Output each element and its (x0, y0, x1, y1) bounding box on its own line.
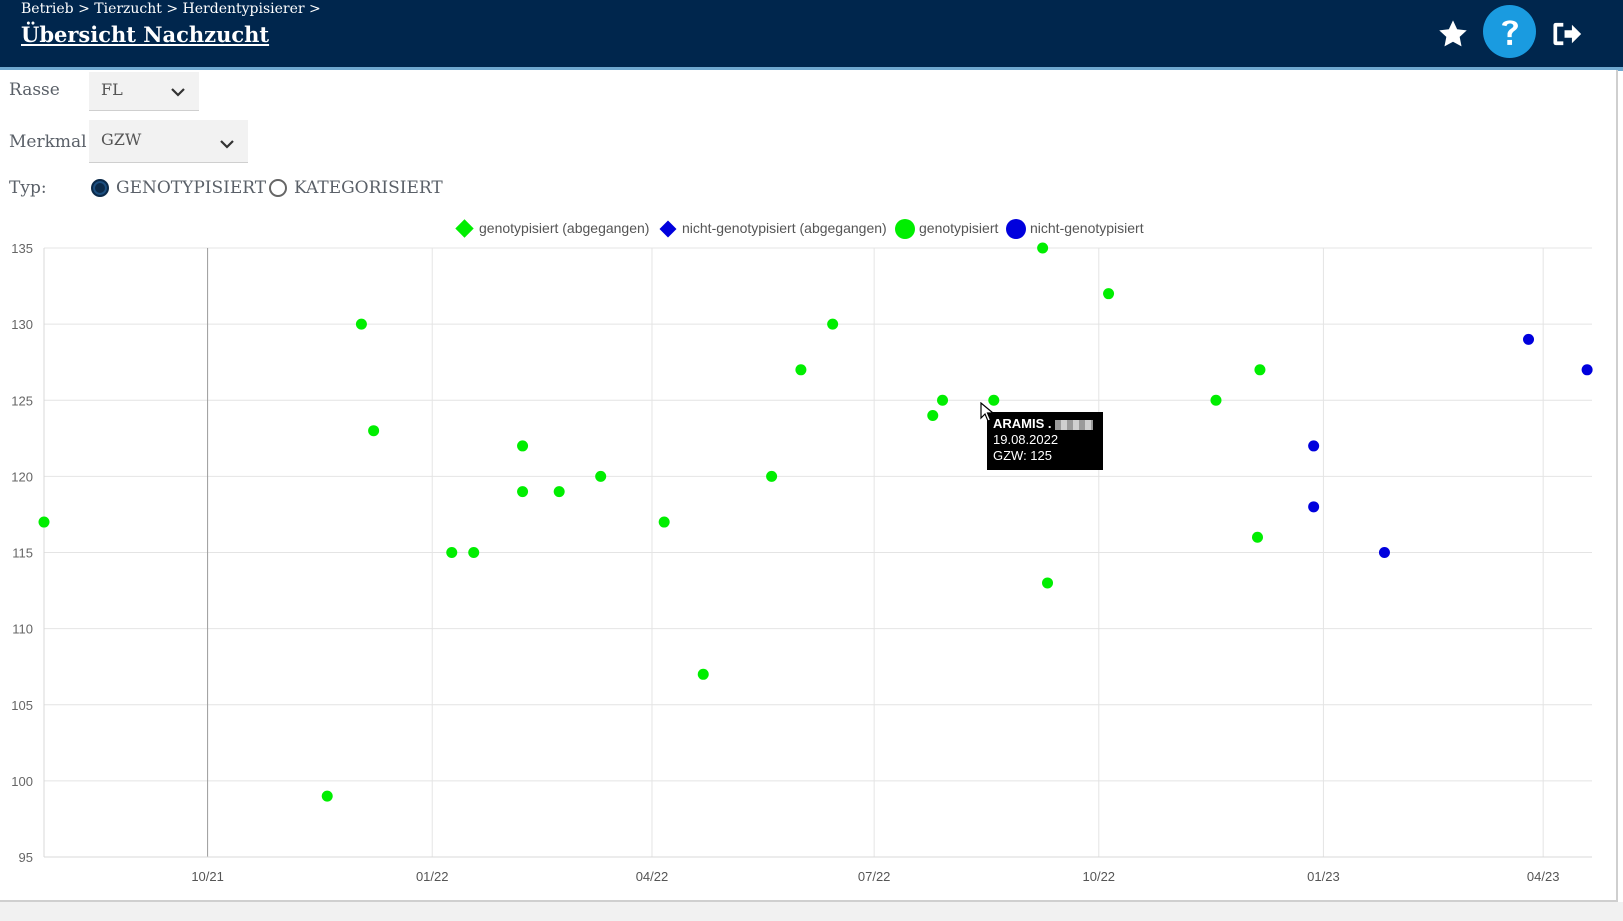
app-header: Betrieb > Tierzucht > Herdentypisierer >… (0, 0, 1623, 71)
data-point (1042, 577, 1054, 589)
data-point (468, 547, 480, 558)
data-point (795, 364, 807, 376)
data-point (553, 486, 565, 498)
data-point (697, 668, 709, 680)
data-point (368, 425, 380, 437)
legend-label-nicht-genotypisiert-abgegangen[interactable]: nicht-genotypisiert (abgegangen) (682, 220, 887, 236)
legend-marker-nicht-genotypisiert (1006, 219, 1026, 239)
x-tick-label: 01/22 (416, 869, 449, 884)
y-tick-label: 135 (11, 241, 33, 256)
data-point (1210, 394, 1222, 406)
merkmal-value: GZW (101, 130, 142, 149)
x-tick-label: 04/23 (1527, 869, 1560, 884)
y-tick-label: 95 (19, 850, 33, 865)
tooltip-value: GZW: 125 (993, 448, 1053, 463)
mouse-cursor-icon (980, 402, 994, 422)
footer-strip (0, 902, 1623, 921)
radio-genotypisiert[interactable]: GENOTYPISIERT (91, 178, 266, 198)
breadcrumb[interactable]: Betrieb > Tierzucht > Herdentypisierer > (21, 1, 321, 17)
redacted-mask (1055, 419, 1094, 430)
chevron-down-icon (171, 88, 185, 97)
legend-label-genotypisiert-abgegangen[interactable]: genotypisiert (abgegangen) (479, 220, 649, 236)
data-point (927, 409, 939, 421)
help-button[interactable] (1483, 5, 1536, 58)
merkmal-select[interactable]: GZW (89, 120, 248, 163)
data-point (1378, 547, 1390, 558)
logout-icon (1553, 22, 1582, 46)
data-point (446, 547, 458, 558)
y-tick-label: 130 (11, 317, 33, 332)
data-point (658, 516, 670, 528)
page-title[interactable]: Übersicht Nachzucht (21, 22, 270, 47)
legend-marker-genotypisiert-abgegangen (455, 219, 474, 238)
tooltip-date: 19.08.2022 (993, 432, 1059, 447)
rasse-select[interactable]: FL (89, 72, 199, 111)
legend-label-nicht-genotypisiert[interactable]: nicht-genotypisiert (1030, 220, 1144, 236)
data-point (38, 516, 50, 528)
data-point (595, 470, 607, 482)
radio-kategorisiert[interactable]: KATEGORISIERT (269, 178, 443, 198)
typ-label: Typ: (9, 178, 47, 198)
point-tooltip: ARAMIS . 19.08.2022 GZW: 125 (987, 412, 1103, 470)
data-point (1103, 288, 1115, 300)
y-tick-label: 100 (11, 774, 33, 789)
data-point (1251, 531, 1263, 543)
x-axis: 10/21 01/22 04/22 07/22 10/22 01/23 04/23 (191, 869, 1559, 884)
data-point (1037, 242, 1049, 254)
tooltip-name: ARAMIS . (993, 416, 1052, 431)
chevron-down-icon (220, 140, 234, 149)
help-icon (1501, 19, 1518, 45)
logout-button[interactable] (1551, 18, 1583, 50)
content-panel: Rasse FL Merkmal GZW Typ: GENOTYPISIERT … (0, 70, 1618, 902)
y-tick-label: 105 (11, 698, 33, 713)
data-point (827, 318, 839, 330)
x-tick-label: 01/23 (1307, 869, 1340, 884)
y-axis: 95 100 105 110 115 120 125 130 135 (11, 241, 33, 865)
data-points (38, 242, 1593, 802)
data-point (517, 440, 529, 452)
data-point (1523, 333, 1535, 345)
star-icon (1439, 20, 1467, 47)
rasse-value: FL (101, 80, 123, 99)
x-tick-label: 04/22 (636, 869, 669, 884)
radio-checked-icon (91, 179, 109, 197)
chart-grid (43, 247, 1592, 858)
data-point (321, 790, 333, 802)
data-point (766, 470, 778, 482)
radio-kategorisiert-label: KATEGORISIERT (294, 178, 443, 198)
y-tick-label: 115 (12, 546, 33, 561)
data-point (1308, 440, 1320, 452)
data-point (937, 394, 949, 406)
legend-label-genotypisiert[interactable]: genotypisiert (919, 220, 998, 236)
data-point (1308, 501, 1320, 513)
rasse-label: Rasse (9, 80, 60, 100)
favorite-button[interactable] (1437, 18, 1469, 50)
data-point (1581, 364, 1593, 376)
radio-unchecked-icon (269, 179, 287, 197)
data-point (1254, 364, 1266, 376)
y-tick-label: 110 (12, 622, 33, 637)
radio-genotypisiert-label: GENOTYPISIERT (116, 178, 267, 198)
data-point (988, 394, 1000, 406)
chart-legend: genotypisiert (abgegangen) nicht-genotyp… (455, 219, 1144, 239)
x-tick-label: 10/22 (1083, 869, 1116, 884)
x-tick-label: 07/22 (858, 869, 891, 884)
data-point (517, 486, 529, 498)
data-point (355, 318, 367, 330)
x-tick-label: 10/21 (191, 869, 224, 884)
legend-marker-nicht-genotypisiert-abgegangen (659, 220, 677, 238)
merkmal-label: Merkmal (9, 132, 87, 152)
y-tick-label: 125 (11, 393, 33, 408)
legend-marker-genotypisiert (895, 219, 915, 239)
y-tick-label: 120 (11, 469, 33, 484)
